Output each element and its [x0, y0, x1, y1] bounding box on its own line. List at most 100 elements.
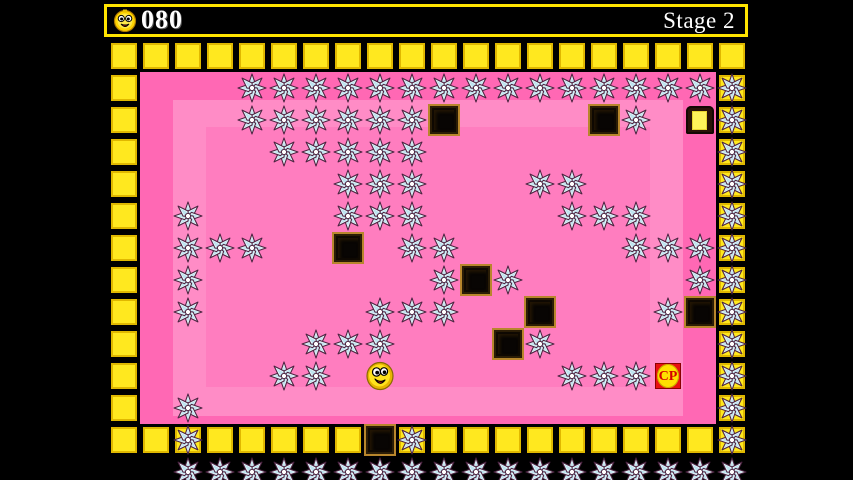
- ice-block: [332, 456, 364, 480]
- ice-block: [364, 136, 396, 168]
- dark-block[interactable]: [364, 424, 396, 456]
- ice-block: [556, 168, 588, 200]
- ice-block: [300, 328, 332, 360]
- ice-block: [716, 168, 748, 200]
- ice-block: [556, 72, 588, 104]
- ice-block: [332, 72, 364, 104]
- ice-block: [396, 296, 428, 328]
- dark-block[interactable]: [428, 104, 460, 136]
- ice-block: [652, 456, 684, 480]
- arena-floor: [140, 72, 716, 448]
- wall-brick: [716, 40, 748, 72]
- ice-block: [172, 200, 204, 232]
- ice-block: [364, 104, 396, 136]
- ice-block: [716, 360, 748, 392]
- ice-block: [492, 456, 524, 480]
- ice-block: [716, 104, 748, 136]
- wall-brick: [588, 40, 620, 72]
- ice-block: [332, 104, 364, 136]
- ice-block: [716, 232, 748, 264]
- ice-block: [396, 168, 428, 200]
- ice-block: [268, 72, 300, 104]
- player-smiley-icon[interactable]: [364, 360, 396, 392]
- ice-block: [556, 360, 588, 392]
- ice-block: [268, 360, 300, 392]
- wall-brick: [108, 264, 140, 296]
- ice-block: [556, 200, 588, 232]
- ice-block: [716, 392, 748, 424]
- ice-block: [684, 456, 716, 480]
- wall-brick: [108, 168, 140, 200]
- cp-disc: [657, 364, 679, 388]
- dark-block[interactable]: [524, 296, 556, 328]
- wall-brick: [268, 40, 300, 72]
- cp-pickup-icon[interactable]: CP: [652, 360, 684, 392]
- ice-block: [492, 264, 524, 296]
- ice-block: [652, 232, 684, 264]
- ice-block: [524, 72, 556, 104]
- wall-brick: [428, 40, 460, 72]
- dark-block[interactable]: [460, 264, 492, 296]
- ice-block: [620, 200, 652, 232]
- ice-block: [428, 264, 460, 296]
- wall-brick: [108, 136, 140, 168]
- wall-brick: [204, 40, 236, 72]
- ice-block: [684, 264, 716, 296]
- wall-brick: [396, 40, 428, 72]
- ice-block: [364, 296, 396, 328]
- wall-brick: [492, 40, 524, 72]
- wall-brick: [108, 72, 140, 104]
- ice-block: [396, 72, 428, 104]
- wall-brick: [524, 424, 556, 456]
- ice-block: [300, 104, 332, 136]
- wall-brick: [684, 424, 716, 456]
- playfield: CP: [108, 40, 748, 480]
- hud-bar: 080 Stage 2: [104, 4, 748, 37]
- ice-block: [268, 104, 300, 136]
- exit-pane: [692, 111, 707, 130]
- ice-block: [524, 328, 556, 360]
- wall-brick: [108, 360, 140, 392]
- wall-brick: [108, 232, 140, 264]
- ice-block: [524, 168, 556, 200]
- wall-brick: [492, 424, 524, 456]
- ice-block: [428, 456, 460, 480]
- wall-brick: [620, 424, 652, 456]
- wall-brick: [428, 424, 460, 456]
- ice-block: [620, 104, 652, 136]
- ice-block: [268, 136, 300, 168]
- ice-block: [236, 232, 268, 264]
- ice-block: [364, 168, 396, 200]
- ice-block: [524, 456, 556, 480]
- wall-brick: [524, 40, 556, 72]
- ice-block: [588, 200, 620, 232]
- wall-brick: [588, 424, 620, 456]
- wall-brick: [108, 296, 140, 328]
- ice-block: [684, 72, 716, 104]
- ice-block: [652, 72, 684, 104]
- ice-block: [556, 456, 588, 480]
- dark-block[interactable]: [332, 232, 364, 264]
- exit-door-icon[interactable]: [684, 104, 716, 136]
- dark-block[interactable]: [684, 296, 716, 328]
- ice-block: [716, 200, 748, 232]
- wall-brick: [140, 40, 172, 72]
- ice-block: [268, 456, 300, 480]
- ice-block: [332, 328, 364, 360]
- ice-block: [716, 296, 748, 328]
- ice-block: [396, 424, 428, 456]
- wall-brick: [556, 424, 588, 456]
- ice-block: [204, 232, 236, 264]
- ice-block: [396, 200, 428, 232]
- ice-block: [332, 200, 364, 232]
- dark-block[interactable]: [588, 104, 620, 136]
- wall-brick: [108, 424, 140, 456]
- dark-block[interactable]: [492, 328, 524, 360]
- ice-block: [588, 360, 620, 392]
- ice-block: [716, 456, 748, 480]
- wall-brick: [684, 40, 716, 72]
- wall-brick: [556, 40, 588, 72]
- wall-brick: [620, 40, 652, 72]
- wall-brick: [172, 40, 204, 72]
